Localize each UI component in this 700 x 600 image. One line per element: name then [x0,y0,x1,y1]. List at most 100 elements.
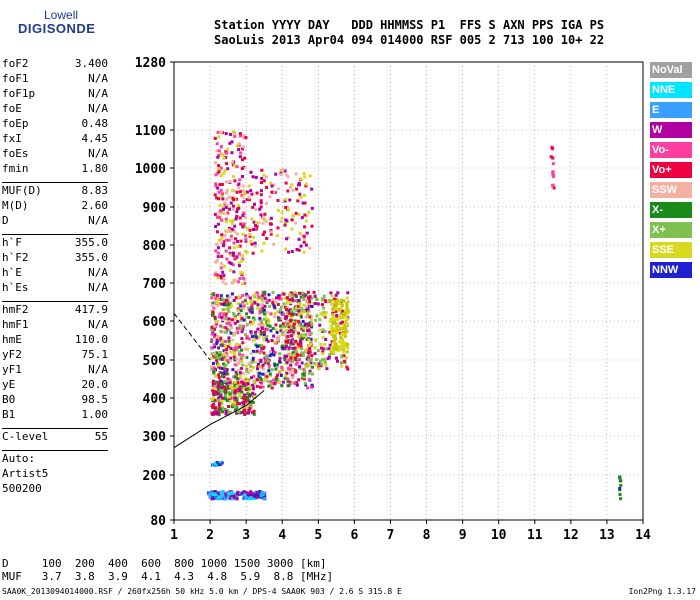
echo-dot [279,171,283,175]
echo-dot [308,304,312,308]
echo-dot [213,212,217,216]
echo-dot [241,213,245,217]
echo-dot [299,306,303,310]
echo-dot [340,364,344,368]
echo-dot [253,317,257,321]
echo-dot [260,321,264,325]
echo-dot [224,388,228,392]
echo-dot [307,344,311,348]
echo-dot [253,393,257,397]
echo-dot [330,324,334,328]
echo-dot [208,495,212,499]
echo-dot [238,178,242,182]
param-row: foF2 3.400 [2,56,108,71]
param-key: h`F2 [2,251,29,264]
echo-dot [219,330,223,334]
echo-dot [333,337,337,341]
echo-dot [283,333,287,337]
echo-dot [228,342,232,346]
param-value: N/A [88,318,108,331]
echo-dot [552,186,556,190]
echo-dot [225,180,229,184]
echo-dot [294,362,298,366]
echo-dot [254,227,258,231]
polarization-legend: NoVal NNE E W Vo- Vo+ SSW X- X+ SSE NNW [650,62,692,282]
echo-dot [227,328,231,332]
echo-dot [227,398,231,402]
echo-dot [297,298,301,302]
echo-dot [273,312,277,316]
echo-dot [345,342,349,346]
echo-dot [212,393,216,397]
echo-dot [281,346,285,350]
echo-dot [224,299,228,303]
param-row: h`F 355.0 [2,235,108,250]
echo-dot [257,221,261,225]
legend-ssw: SSW [650,182,692,198]
echo-dot [229,350,233,354]
echo-dot [252,299,256,303]
echo-dot [233,375,237,379]
echo-dot [261,299,265,303]
echo-dot [335,359,339,363]
echo-dot [341,320,345,324]
echo-dot [289,326,293,330]
echo-dot [286,205,290,209]
param-key: B1 [2,408,16,421]
echo-dot [267,318,271,322]
echo-dot [344,308,348,312]
echo-dot [234,217,238,221]
echo-dot [299,295,303,299]
echo-dot [217,238,221,242]
echo-dot [286,208,290,212]
echo-dot [210,411,214,415]
echo-dot [288,322,292,326]
echo-dot [224,492,228,496]
param-key: foF2 [2,57,29,70]
echo-dot [270,184,274,188]
echo-dot [264,355,268,359]
echo-dot [310,305,314,309]
echo-dot [255,191,259,195]
echo-dot [222,264,226,268]
echo-dot [297,378,301,382]
echo-dot [217,373,221,377]
echo-dot [340,299,344,303]
echo-dot [216,251,220,255]
echo-dot [334,306,338,310]
echo-dot [345,304,349,308]
echo-dot [212,327,216,331]
echo-dot [227,339,231,343]
echo-dot [231,386,235,390]
echo-dot [260,325,264,329]
echo-dot [245,491,249,495]
echo-dot [300,324,304,328]
echo-dot [228,246,232,250]
echo-dot [284,197,288,201]
echo-dot [219,386,223,390]
echo-dot [235,210,239,214]
echo-dot [287,346,291,350]
echo-dot [221,308,225,312]
echo-dot [262,336,266,340]
echo-dot [258,380,262,384]
echo-dot [240,359,244,363]
echo-dot [265,299,269,303]
echo-dot [295,247,299,251]
echo-dot [295,381,299,385]
echo-dot [268,195,272,199]
echo-dot [235,197,239,201]
echo-dot [325,367,329,371]
echo-dot [216,384,220,388]
echo-dot [302,310,306,314]
echo-dot [342,343,346,347]
echo-dot [222,325,226,329]
echo-dot [243,225,247,229]
echo-dot [217,408,221,412]
echo-dot [286,366,290,370]
param-row: B1 1.00 [2,407,108,422]
echo-dot [244,411,248,415]
echo-dot [274,300,278,304]
echo-dot [285,296,289,300]
